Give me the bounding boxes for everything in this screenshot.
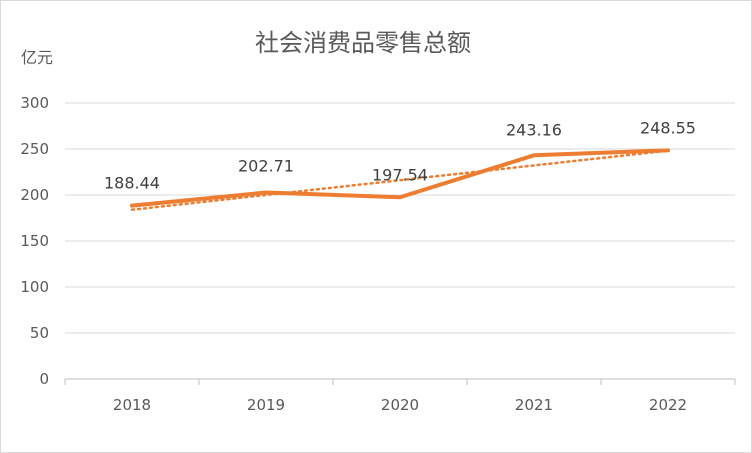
data-label: 248.55 xyxy=(640,118,696,137)
y-tick-label: 150 xyxy=(20,232,49,250)
y-axis-ticks: 0 50 100 150 200 250 300 xyxy=(20,94,49,388)
gridlines xyxy=(65,102,735,380)
series-layer xyxy=(130,148,670,208)
x-tick-label: 2021 xyxy=(515,396,553,414)
y-tick-label: 300 xyxy=(20,94,49,112)
y-tick-label: 50 xyxy=(30,324,49,342)
x-tick-label: 2019 xyxy=(247,396,285,414)
chart-title: 社会消费品零售总额 xyxy=(255,29,471,57)
trendline-layer xyxy=(130,149,670,212)
x-axis-ticks: 2018 2019 2020 2021 2022 xyxy=(64,379,736,414)
y-tick-label: 100 xyxy=(20,278,49,296)
data-labels: 188.44 202.71 197.54 243.16 248.55 xyxy=(104,118,696,192)
y-tick-label: 0 xyxy=(39,370,49,388)
data-label: 197.54 xyxy=(372,165,428,184)
data-label: 188.44 xyxy=(104,174,160,193)
y-tick-label: 200 xyxy=(20,186,49,204)
y-axis-unit: 亿元 xyxy=(21,48,53,67)
series-line xyxy=(130,148,670,208)
data-label: 243.16 xyxy=(506,120,562,139)
trendline xyxy=(130,149,670,212)
x-tick-label: 2020 xyxy=(381,396,419,414)
data-label: 202.71 xyxy=(238,157,294,176)
y-tick-label: 250 xyxy=(20,140,49,158)
x-tick-label: 2018 xyxy=(113,396,151,414)
x-tick-label: 2022 xyxy=(649,396,687,414)
